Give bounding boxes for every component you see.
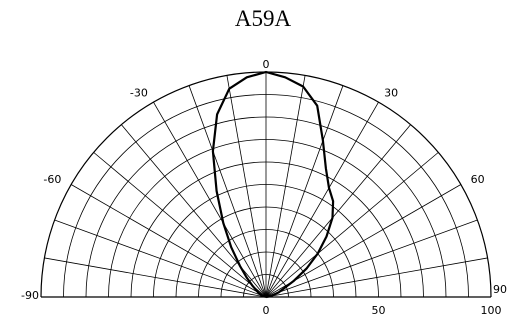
series-layer (211, 70, 335, 299)
angular-grid-spoke (121, 124, 267, 298)
polar-grid (40, 71, 492, 298)
radial-tick-label: 100 (481, 304, 502, 317)
angular-grid-spoke (265, 152, 439, 298)
angular-grid-spoke (265, 85, 344, 298)
radial-tick-label: 50 (372, 304, 386, 317)
angular-grid-spoke (265, 75, 306, 298)
chart-title: A59A (234, 6, 292, 31)
angular-grid-spoke (93, 152, 267, 298)
angular-grid-spoke (153, 101, 267, 298)
tick-labels: -90 -60 -30 0 30 60 90 0 50 100 (21, 58, 507, 317)
angular-grid-spoke (188, 85, 267, 298)
angular-grid-spoke (265, 184, 462, 298)
angular-grid-spoke (265, 124, 411, 298)
series-line (211, 70, 335, 299)
angular-grid-spoke (265, 219, 478, 298)
angular-grid-spoke (265, 257, 488, 298)
angle-tick-label: 60 (471, 173, 485, 186)
angular-grid-spoke (265, 101, 379, 298)
angle-tick-label: -90 (21, 289, 39, 302)
angle-tick-label: -30 (130, 86, 148, 99)
angular-grid-spoke (54, 219, 267, 298)
angle-tick-label: 90 (493, 283, 507, 296)
angle-tick-label: 0 (263, 58, 270, 71)
radial-tick-label: 0 (263, 304, 270, 317)
angle-tick-label: -60 (43, 173, 61, 186)
angular-grid-spoke (70, 184, 267, 298)
angular-grid-spoke (226, 75, 267, 298)
angle-tick-label: 30 (384, 86, 398, 99)
angular-grid-spoke (44, 257, 267, 298)
